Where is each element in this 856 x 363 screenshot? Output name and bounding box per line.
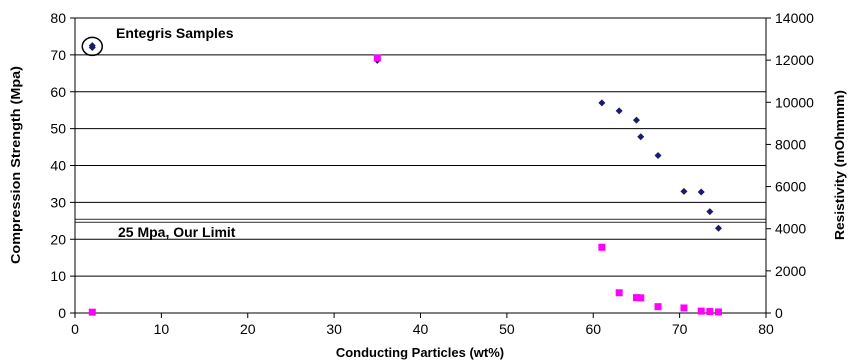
resistivity-point bbox=[697, 307, 705, 315]
compression-point bbox=[632, 116, 640, 124]
y-tick-label: 50 bbox=[50, 121, 66, 137]
resistivity-point bbox=[714, 308, 722, 316]
compression-point bbox=[615, 107, 623, 115]
resistivity-point bbox=[706, 308, 714, 316]
compression-point bbox=[654, 152, 662, 160]
y-tick-label: 80 bbox=[50, 10, 66, 26]
y-tick-label: 20 bbox=[50, 231, 66, 247]
resistivity-point bbox=[654, 303, 662, 311]
y-tick-label: 30 bbox=[50, 194, 66, 210]
y-tick-label: 60 bbox=[50, 84, 66, 100]
y2-tick-label: 0 bbox=[775, 305, 783, 321]
compression-point bbox=[88, 44, 96, 51]
annotation-ellipse bbox=[81, 36, 104, 57]
x-tick-label: 0 bbox=[71, 321, 79, 337]
gridlines bbox=[75, 54, 766, 277]
resistivity-point bbox=[637, 294, 645, 302]
limit-label: 25 Mpa, Our Limit bbox=[118, 224, 236, 240]
y2-tick-label: 8000 bbox=[775, 136, 806, 152]
compression-point bbox=[598, 99, 606, 107]
x-tick-label: 40 bbox=[413, 321, 429, 337]
y2-tick-label: 2000 bbox=[775, 263, 806, 279]
x-axis-title: Conducting Particles (wt%) bbox=[336, 345, 504, 360]
resistivity-point bbox=[88, 308, 96, 316]
resistivity-point bbox=[632, 294, 640, 302]
resistivity-point bbox=[373, 54, 381, 62]
y2-tick-label: 4000 bbox=[775, 221, 806, 237]
x-tick-labels: 0 10 20 30 40 50 60 70 80 bbox=[71, 313, 774, 337]
x-tick-label: 20 bbox=[240, 321, 256, 337]
x-tick-label: 10 bbox=[154, 321, 170, 337]
y2-tick-labels: 0 2000 4000 6000 8000 10000 12000 14000 bbox=[766, 10, 814, 321]
y2-tick-label: 6000 bbox=[775, 179, 806, 195]
annotations: Entegris Samples bbox=[81, 25, 234, 57]
y-tick-label: 70 bbox=[50, 47, 66, 63]
compression-point bbox=[706, 208, 714, 216]
y-tick-label: 10 bbox=[50, 268, 66, 284]
y2-axis-title: Resistivity (mOhmmm) bbox=[832, 90, 847, 240]
y-axis-title: Compression Strength (Mpa) bbox=[8, 66, 23, 264]
x-tick-label: 60 bbox=[585, 321, 601, 337]
x-tick-label: 50 bbox=[499, 321, 515, 337]
resistivity-point bbox=[598, 243, 606, 251]
resistivity-point bbox=[615, 289, 623, 297]
x-tick-label: 70 bbox=[672, 321, 688, 337]
compression-point bbox=[697, 188, 705, 196]
y-tick-label: 0 bbox=[58, 305, 66, 321]
compression-point bbox=[680, 187, 688, 195]
annotation-label: Entegris Samples bbox=[116, 25, 234, 41]
y2-tick-label: 10000 bbox=[775, 94, 814, 110]
compression-point bbox=[714, 224, 722, 232]
y-tick-labels: 0 10 20 30 40 50 60 70 80 bbox=[50, 10, 75, 321]
y2-tick-label: 12000 bbox=[775, 52, 814, 68]
y-tick-label: 40 bbox=[50, 158, 66, 174]
limit-line-group: 25 Mpa, Our Limit bbox=[75, 218, 766, 240]
y2-tick-label: 14000 bbox=[775, 10, 814, 26]
x-tick-label: 30 bbox=[326, 321, 342, 337]
x-tick-label: 80 bbox=[758, 321, 774, 337]
resistivity-point bbox=[680, 304, 688, 312]
compression-point bbox=[637, 133, 645, 141]
data-points bbox=[88, 42, 722, 316]
